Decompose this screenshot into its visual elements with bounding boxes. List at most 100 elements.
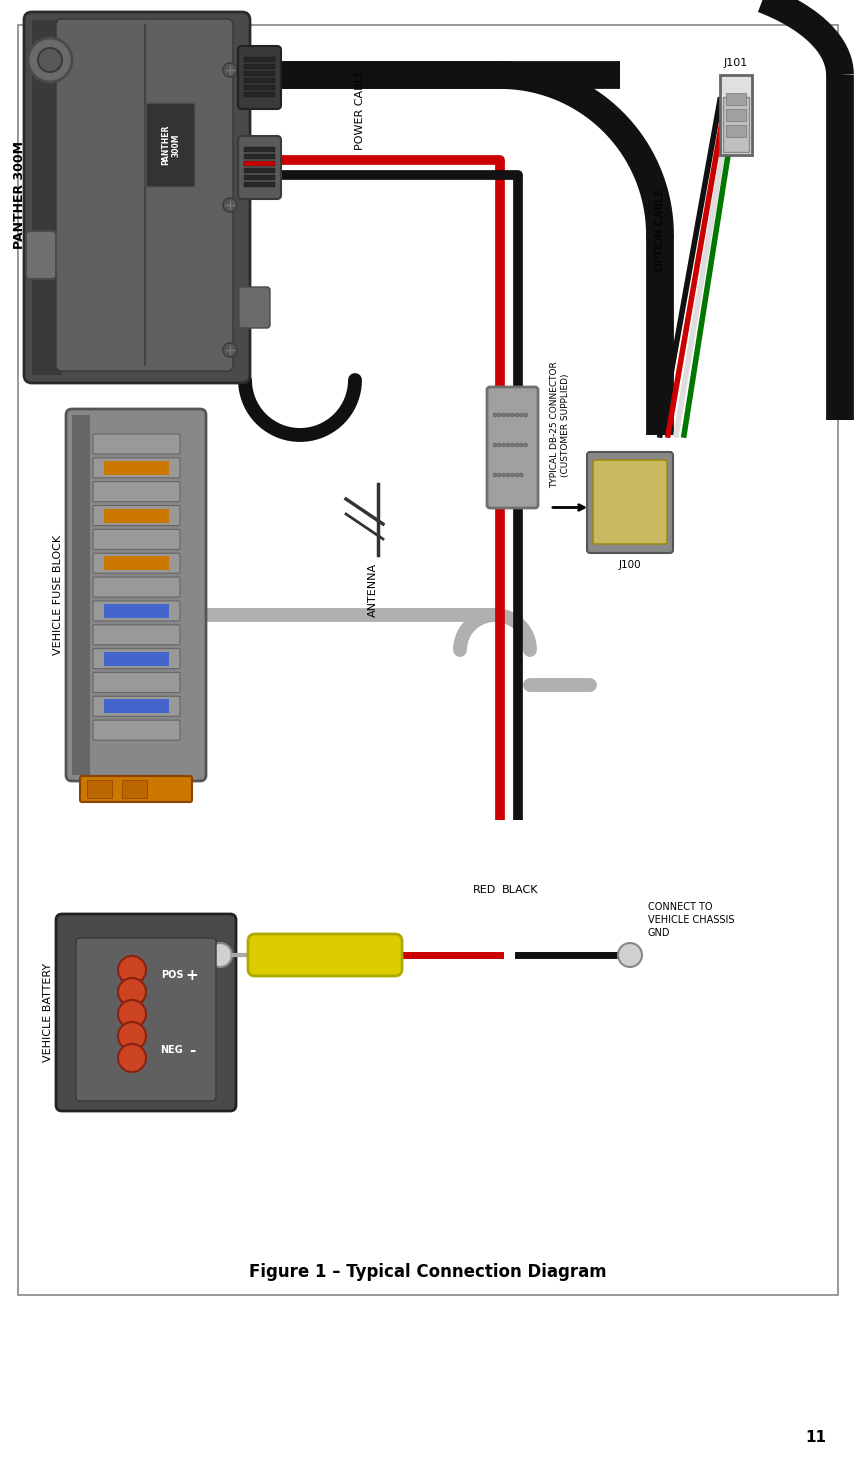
FancyBboxPatch shape (93, 457, 180, 478)
Circle shape (497, 474, 501, 476)
Bar (726, 125, 746, 137)
Circle shape (208, 943, 232, 967)
Bar (720, 74, 752, 154)
Text: PANTHER 300M: PANTHER 300M (14, 141, 27, 249)
Circle shape (506, 474, 510, 476)
Bar (726, 93, 746, 105)
Bar (726, 109, 746, 121)
FancyBboxPatch shape (146, 103, 195, 186)
FancyBboxPatch shape (93, 625, 180, 645)
Circle shape (515, 443, 518, 447)
Bar (244, 71, 275, 76)
Circle shape (223, 198, 237, 213)
Circle shape (511, 474, 514, 476)
Circle shape (524, 443, 528, 447)
Bar (104, 603, 169, 618)
Circle shape (501, 443, 506, 447)
Circle shape (618, 943, 642, 967)
FancyBboxPatch shape (56, 914, 236, 1112)
Text: 11: 11 (805, 1431, 826, 1445)
Bar (104, 557, 169, 570)
Bar (244, 64, 275, 68)
Circle shape (519, 412, 524, 417)
Circle shape (501, 474, 506, 476)
Circle shape (497, 412, 501, 417)
Circle shape (493, 443, 497, 447)
Bar (244, 168, 275, 173)
Circle shape (118, 956, 146, 983)
Bar (244, 147, 275, 152)
Text: ANTENNA: ANTENNA (368, 562, 378, 618)
FancyBboxPatch shape (26, 232, 56, 278)
FancyBboxPatch shape (587, 452, 673, 554)
Text: RED: RED (473, 884, 496, 895)
FancyBboxPatch shape (239, 287, 270, 328)
Circle shape (493, 412, 497, 417)
FancyBboxPatch shape (93, 554, 180, 573)
Circle shape (38, 48, 62, 71)
Circle shape (118, 1021, 146, 1050)
Text: POS: POS (161, 970, 183, 981)
FancyBboxPatch shape (93, 696, 180, 717)
Bar (104, 460, 169, 475)
FancyBboxPatch shape (76, 938, 216, 1101)
Circle shape (511, 412, 514, 417)
Bar (104, 508, 169, 523)
Circle shape (515, 412, 518, 417)
FancyBboxPatch shape (593, 460, 667, 543)
FancyBboxPatch shape (93, 600, 180, 621)
Text: -: - (189, 1043, 195, 1058)
Bar (244, 154, 275, 159)
Bar (723, 98, 749, 152)
Text: POWER CABLE: POWER CABLE (355, 70, 365, 150)
Text: +: + (186, 967, 198, 982)
Circle shape (118, 1000, 146, 1029)
FancyBboxPatch shape (248, 934, 402, 976)
FancyBboxPatch shape (93, 434, 180, 455)
Circle shape (497, 443, 501, 447)
FancyBboxPatch shape (238, 136, 281, 200)
Circle shape (223, 63, 237, 77)
Bar (104, 699, 169, 714)
Text: BLACK: BLACK (501, 884, 538, 895)
FancyBboxPatch shape (93, 577, 180, 597)
FancyBboxPatch shape (93, 673, 180, 692)
Text: VEHICLE BATTERY: VEHICLE BATTERY (43, 963, 53, 1062)
Circle shape (493, 474, 497, 476)
Circle shape (511, 443, 514, 447)
Circle shape (501, 412, 506, 417)
Bar (18, 25, 838, 1295)
Text: PANTHER
300M: PANTHER 300M (161, 125, 181, 165)
Circle shape (519, 443, 524, 447)
Bar (72, 415, 90, 775)
Circle shape (515, 474, 518, 476)
FancyBboxPatch shape (93, 529, 180, 549)
Circle shape (223, 342, 237, 357)
Text: OPTION CABLE: OPTION CABLE (655, 189, 665, 271)
Bar (244, 85, 275, 90)
Text: J101: J101 (724, 58, 748, 68)
Text: J100: J100 (619, 559, 641, 570)
Bar (244, 92, 275, 98)
FancyBboxPatch shape (487, 388, 538, 508)
Circle shape (519, 474, 524, 476)
FancyBboxPatch shape (93, 482, 180, 501)
FancyBboxPatch shape (93, 648, 180, 669)
Text: Figure 1 – Typical Connection Diagram: Figure 1 – Typical Connection Diagram (249, 1263, 607, 1281)
FancyBboxPatch shape (56, 19, 233, 372)
FancyBboxPatch shape (24, 12, 250, 383)
Circle shape (506, 443, 510, 447)
Circle shape (28, 38, 72, 82)
Circle shape (506, 412, 510, 417)
Text: TYPICAL DB-25 CONNECTOR
(CUSTOMER SUPPLIED): TYPICAL DB-25 CONNECTOR (CUSTOMER SUPPLI… (550, 361, 570, 488)
Bar (244, 57, 275, 63)
Bar (87, 779, 112, 798)
FancyBboxPatch shape (93, 506, 180, 526)
Circle shape (524, 412, 528, 417)
Bar (32, 20, 62, 374)
Circle shape (118, 978, 146, 1005)
Bar (244, 175, 275, 181)
Bar (244, 182, 275, 186)
FancyBboxPatch shape (238, 47, 281, 109)
Bar (104, 651, 169, 666)
